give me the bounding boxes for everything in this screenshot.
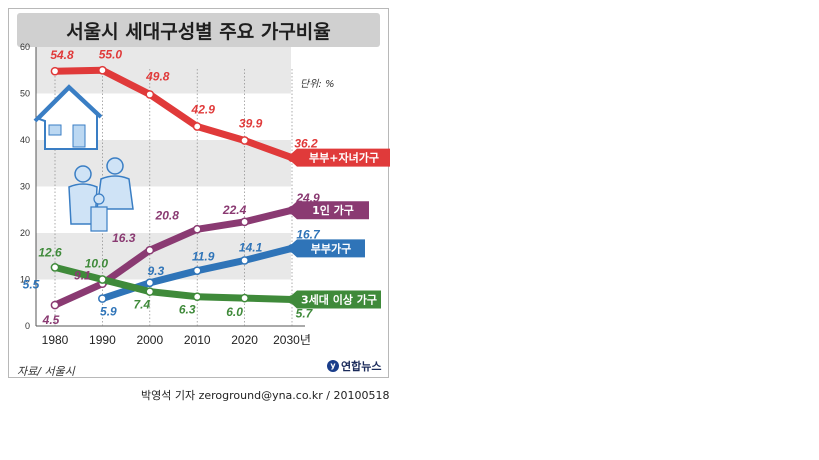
family-house-icon <box>33 84 134 232</box>
data-label: 39.9 <box>239 116 263 130</box>
y-tick-label: 30 <box>20 182 30 192</box>
legend-label: 1인 가구 <box>312 203 354 217</box>
data-label: 10.0 <box>85 257 109 271</box>
data-point <box>145 90 155 99</box>
data-point <box>192 292 202 302</box>
data-point <box>98 275 107 284</box>
y-tick-label: 0 <box>25 321 30 331</box>
source-note: 자료/ 서울시 <box>17 365 75 378</box>
data-label: 16.7 <box>296 227 321 241</box>
data-point <box>240 293 249 303</box>
legend-label: 부부가구 <box>311 241 351 255</box>
data-point <box>192 224 202 234</box>
publisher-logo: y 연합뉴스 <box>327 358 381 374</box>
infographic-panel: 서울시 세대구성별 주요 가구비율 0 10 20 30 40 50 60 1980 1990 2… <box>8 8 390 378</box>
x-tick-label: 2030년 <box>273 333 311 347</box>
data-label: 6.0 <box>226 305 243 319</box>
data-label: 9.3 <box>147 264 164 278</box>
data-label: 55.0 <box>99 47 123 61</box>
data-point <box>145 278 155 288</box>
y-tick-label: 50 <box>20 89 30 99</box>
data-label: 11.9 <box>192 250 215 264</box>
legend-label: 3세대 이상 가구 <box>301 292 377 306</box>
x-tick-label: 2000 <box>136 333 163 347</box>
data-label: 12.6 <box>38 245 62 259</box>
data-point <box>192 122 202 131</box>
data-point <box>50 263 60 272</box>
data-label: 42.9 <box>191 103 216 117</box>
data-label: 14.1 <box>239 240 263 254</box>
data-point <box>145 245 155 255</box>
data-label: 5.5 <box>23 277 40 291</box>
data-label: 6.3 <box>179 303 196 317</box>
x-tick-label: 1990 <box>89 333 116 347</box>
data-point <box>98 294 107 303</box>
legend-tag <box>287 290 381 309</box>
data-point <box>50 66 60 76</box>
data-point <box>240 136 249 145</box>
y-tick-label: 40 <box>20 135 30 145</box>
data-label: 4.5 <box>42 313 60 327</box>
data-point <box>145 287 155 296</box>
logo-icon: y <box>327 360 339 372</box>
data-label: 9.1 <box>74 269 91 283</box>
series-line-4 <box>51 263 296 303</box>
legend-tag <box>287 201 369 220</box>
data-label: 5.7 <box>296 306 314 320</box>
y-tick-label: 10 <box>20 275 30 285</box>
data-point <box>240 217 249 227</box>
legend-tag <box>287 239 365 258</box>
unit-label: 단위: % <box>300 78 334 90</box>
y-tick-label: 60 <box>20 42 30 52</box>
y-tick-label: 20 <box>20 228 30 238</box>
data-label: 54.8 <box>50 48 74 62</box>
series-line-2 <box>51 206 296 309</box>
data-point <box>240 256 249 265</box>
x-tick-label: 2020 <box>231 333 258 347</box>
series-line-1 <box>51 66 296 162</box>
data-label: 5.9 <box>100 305 117 319</box>
data-label: 36.2 <box>294 137 318 151</box>
title-bar: 서울시 세대구성별 주요 가구비율 <box>17 13 380 47</box>
legend-label: 부부+자녀가구 <box>309 151 379 165</box>
data-label: 16.3 <box>112 231 136 245</box>
byline-credit: 박영석 기자 zeroground@yna.co.kr / 20100518 <box>141 389 390 402</box>
data-point <box>98 65 107 75</box>
line-chart: 0 10 20 30 40 50 60 1980 1990 2000 2010 2020 2030년 단위… <box>20 42 390 347</box>
x-tick-label: 1980 <box>42 333 69 347</box>
data-label: 7.4 <box>133 298 150 312</box>
x-tick-label: 2010 <box>184 333 211 347</box>
data-label: 20.8 <box>155 208 180 222</box>
data-label: 22.4 <box>222 203 247 217</box>
logo-text: 연합뉴스 <box>341 360 382 373</box>
data-label: 49.8 <box>145 69 170 83</box>
data-point <box>50 300 60 310</box>
chart-title: 서울시 세대구성별 주요 가구비율 <box>66 20 331 43</box>
data-point <box>192 266 202 276</box>
legend-tag <box>287 148 390 167</box>
